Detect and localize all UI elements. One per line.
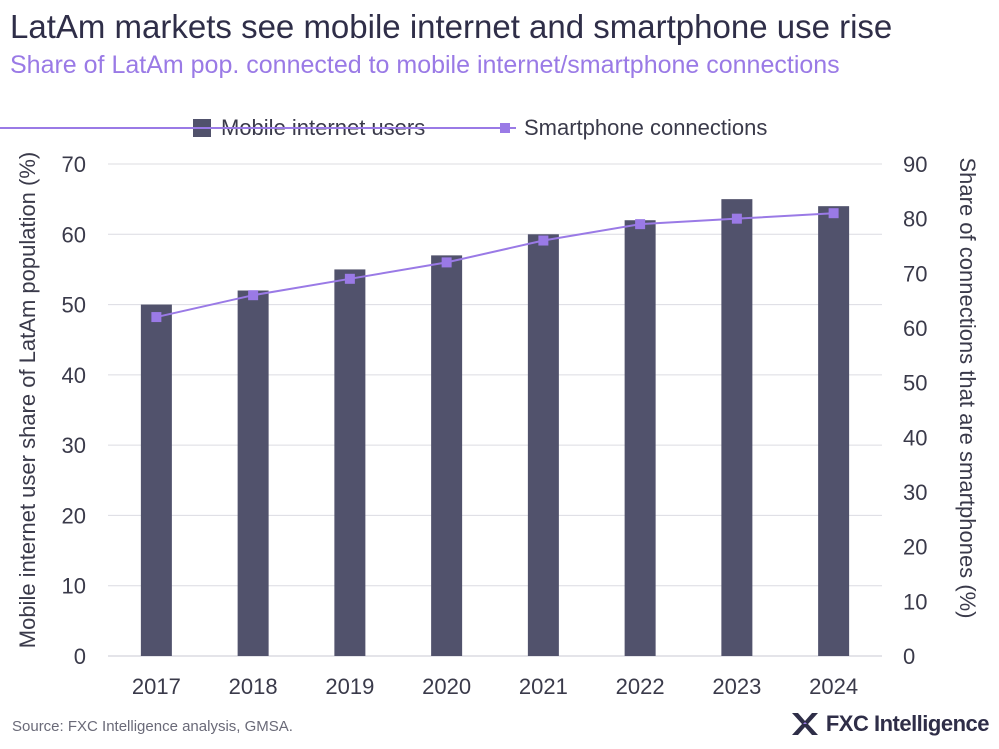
x-tick-label: 2021 — [519, 674, 568, 699]
line-point — [248, 290, 259, 301]
chart-subtitle: Share of LatAm pop. connected to mobile … — [10, 51, 840, 79]
y-tick-label: 40 — [62, 363, 86, 388]
y2-tick-label: 90 — [903, 152, 927, 177]
line-point — [731, 213, 742, 224]
y2-tick-label: 0 — [903, 644, 915, 669]
y2-tick-label: 10 — [903, 589, 927, 614]
bar — [140, 304, 172, 656]
line-point — [151, 312, 162, 323]
line-point — [828, 208, 839, 219]
y2-tick-label: 30 — [903, 480, 927, 505]
x-tick-label: 2019 — [325, 674, 374, 699]
chart-title: LatAm markets see mobile internet and sm… — [10, 8, 893, 45]
y-tick-label: 10 — [62, 574, 86, 599]
x-tick-label: 2017 — [132, 674, 181, 699]
line-point — [344, 273, 355, 284]
x-tick-label: 2020 — [422, 674, 471, 699]
source-note: Source: FXC Intelligence analysis, GMSA. — [12, 718, 293, 735]
y2-tick-label: 50 — [903, 371, 927, 396]
smartphone-line — [156, 212, 834, 319]
x-tick-label: 2022 — [616, 674, 665, 699]
y-tick-label: 0 — [74, 644, 86, 669]
y2-tick-label: 40 — [903, 425, 927, 450]
x-tick-label: 2018 — [229, 674, 278, 699]
y-axis-label: Mobile internet user share of LatAm popu… — [15, 152, 40, 648]
line-point — [538, 235, 549, 246]
legend-swatch-marker — [500, 123, 510, 133]
y-tick-label: 30 — [62, 433, 86, 458]
bar — [431, 255, 463, 656]
y-tick-label: 20 — [62, 503, 86, 528]
y2-tick-label: 60 — [903, 316, 927, 341]
y-tick-label: 70 — [62, 152, 86, 177]
y-tick-label: 50 — [62, 293, 86, 318]
y2-tick-label: 20 — [903, 535, 927, 560]
legend: Mobile internet users Smartphone connect… — [0, 115, 767, 140]
bar — [818, 206, 850, 656]
bar — [334, 269, 366, 656]
x-tick-label: 2024 — [809, 674, 858, 699]
line-series — [151, 208, 839, 323]
y-tick-label: 60 — [62, 222, 86, 247]
bars — [140, 199, 850, 657]
legend-label-line: Smartphone connections — [524, 115, 767, 140]
brand-name: FXC Intelligence — [825, 711, 990, 736]
gridlines — [108, 163, 882, 657]
line-point — [441, 257, 452, 268]
left-axis-ticks: 0 10 20 30 40 50 60 70 — [62, 152, 86, 669]
fxc-logo-icon — [791, 713, 818, 735]
bar — [527, 234, 559, 657]
bar — [624, 220, 656, 656]
brand-logo: FXC Intelligence — [790, 711, 990, 737]
bar — [721, 199, 753, 656]
right-axis-ticks: 0 10 20 30 40 50 60 70 80 90 — [903, 152, 927, 669]
y2-tick-label: 70 — [903, 261, 927, 286]
y2-axis-label: Share of connections that are smartphone… — [955, 157, 980, 618]
line-point — [635, 219, 646, 230]
x-tick-label: 2023 — [712, 674, 761, 699]
y2-tick-label: 80 — [903, 207, 927, 232]
bar — [237, 290, 269, 656]
x-axis-ticks: 2017 2018 2019 2020 2021 2022 2023 2024 — [132, 674, 858, 699]
